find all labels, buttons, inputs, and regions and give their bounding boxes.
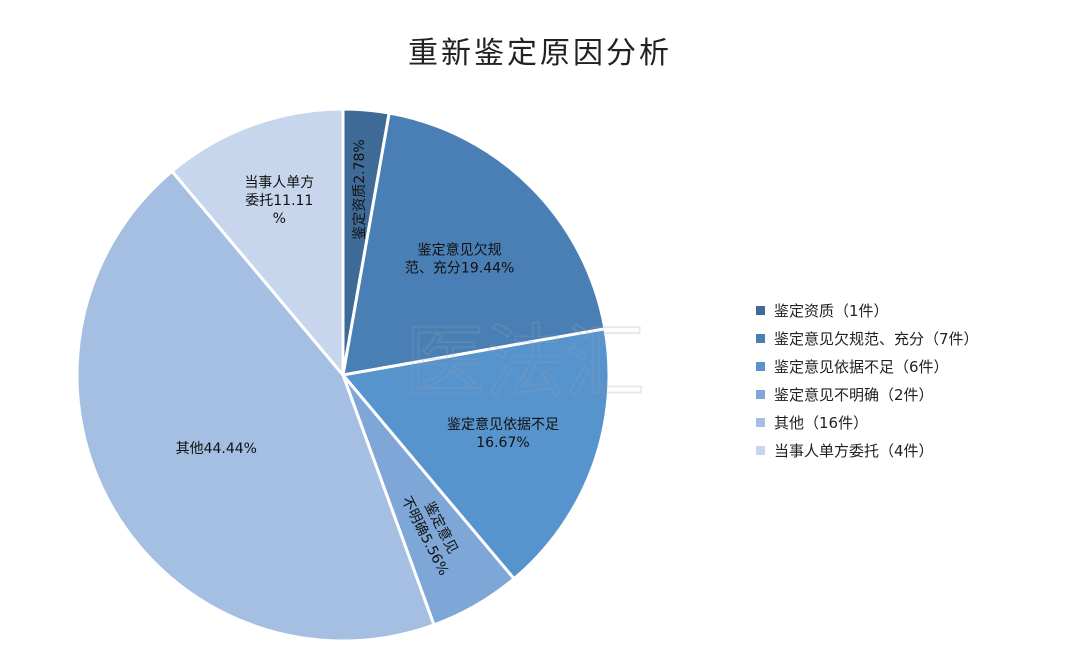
legend-label: 当事人单方委托（4件） xyxy=(774,441,934,460)
chart-title: 重新鉴定原因分析 xyxy=(408,36,672,71)
legend-item-2: 鉴定意见欠规范、充分（7件） xyxy=(756,324,979,352)
slice-label-1: 鉴定资质2.78% xyxy=(352,139,368,239)
slice-label-3: 鉴定意见依据不足 16.67% xyxy=(447,416,559,451)
legend-swatch xyxy=(756,333,765,343)
pie-slice-2 xyxy=(341,111,607,377)
legend-label: 鉴定意见不明确（2件） xyxy=(774,385,934,404)
legend-item-6: 当事人单方委托（4件） xyxy=(756,436,979,464)
legend-label: 鉴定意见欠规范、充分（7件） xyxy=(774,329,979,348)
pie-slice-5 xyxy=(75,169,436,643)
legend-label: 鉴定意见依据不足（6件） xyxy=(774,357,949,376)
legend-item-3: 鉴定意见依据不足（6件） xyxy=(756,352,979,380)
pie-slice-3 xyxy=(340,327,611,581)
legend-item-5: 其他（16件） xyxy=(756,408,979,436)
chart-legend: 鉴定资质（1件） 鉴定意见欠规范、充分（7件） 鉴定意见依据不足（6件） 鉴定意见不明… xyxy=(756,296,979,464)
slice-label-6: 当事人单方委托11.11% xyxy=(244,175,314,227)
slice-label-5: 其他44.44% xyxy=(176,441,257,457)
legend-swatch xyxy=(756,361,765,371)
legend-swatch xyxy=(756,417,765,427)
legend-item-4: 鉴定意见不明确（2件） xyxy=(756,380,979,408)
legend-swatch xyxy=(756,305,765,315)
slice-label-2: 鉴定意见欠规范、充分19.44% xyxy=(405,241,514,276)
legend-item-1: 鉴定资质（1件） xyxy=(756,296,979,324)
legend-label: 鉴定资质（1件） xyxy=(774,301,889,320)
legend-swatch xyxy=(756,389,765,399)
pie-slice-6 xyxy=(169,107,345,380)
legend-label: 其他（16件） xyxy=(774,413,869,432)
legend-swatch xyxy=(756,445,765,455)
